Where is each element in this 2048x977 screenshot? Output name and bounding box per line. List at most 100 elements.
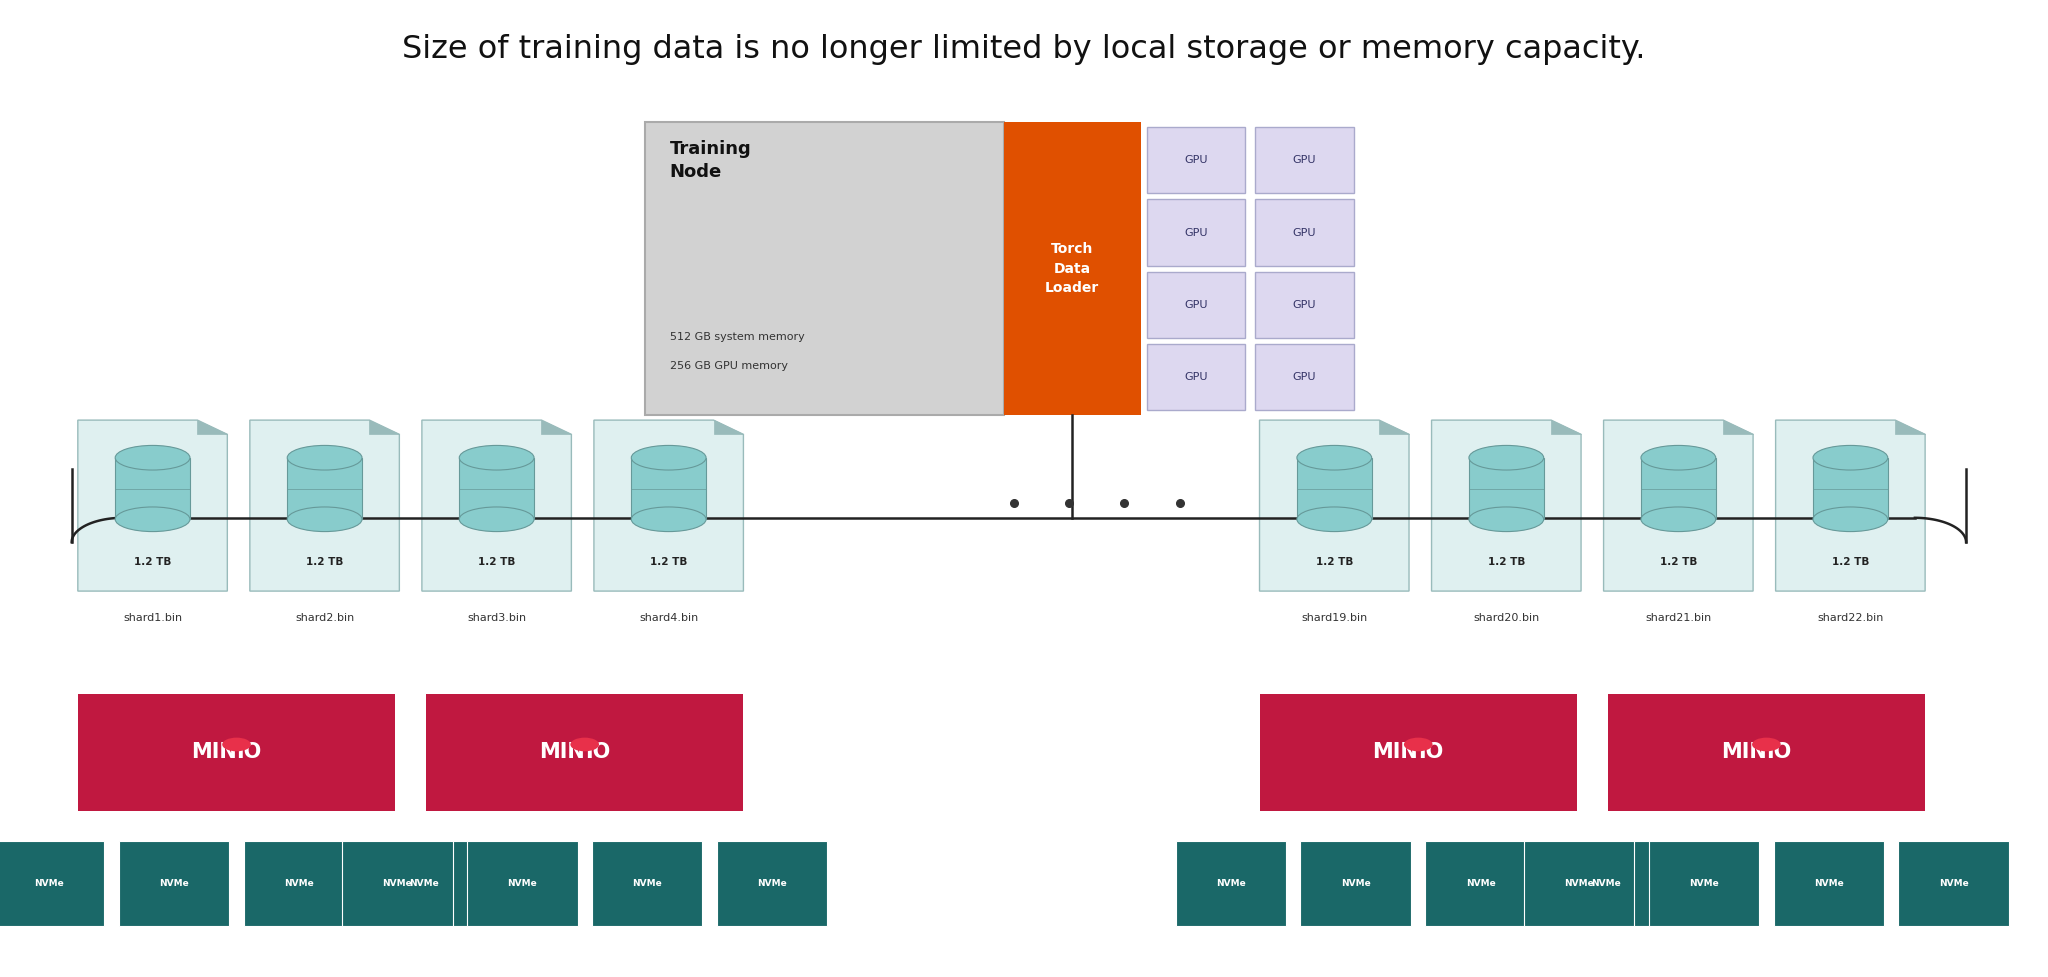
Ellipse shape xyxy=(287,446,362,470)
Bar xyxy=(1255,199,1354,266)
Ellipse shape xyxy=(287,507,362,531)
Text: NVMe: NVMe xyxy=(410,879,438,888)
Ellipse shape xyxy=(631,446,707,470)
Polygon shape xyxy=(197,420,227,435)
Bar xyxy=(115,457,190,520)
Text: 1.2 TB: 1.2 TB xyxy=(1831,557,1870,567)
Text: 1.2 TB: 1.2 TB xyxy=(649,557,688,567)
Bar xyxy=(459,457,535,520)
Text: NVMe: NVMe xyxy=(1939,879,1968,888)
Bar xyxy=(287,457,362,520)
Text: shard19.bin: shard19.bin xyxy=(1300,613,1368,622)
Polygon shape xyxy=(594,420,743,591)
Text: Training
Node: Training Node xyxy=(670,140,752,182)
Ellipse shape xyxy=(1812,507,1888,531)
Text: 1.2 TB: 1.2 TB xyxy=(477,557,516,567)
Text: NVMe: NVMe xyxy=(35,879,63,888)
Text: shard2.bin: shard2.bin xyxy=(295,613,354,622)
Text: shard22.bin: shard22.bin xyxy=(1817,613,1884,622)
Text: GPU: GPU xyxy=(1184,300,1208,310)
Circle shape xyxy=(1405,738,1434,751)
Bar xyxy=(1468,457,1544,520)
Polygon shape xyxy=(1550,420,1581,435)
Ellipse shape xyxy=(1468,507,1544,531)
Text: 1.2 TB: 1.2 TB xyxy=(1659,557,1698,567)
Ellipse shape xyxy=(115,446,190,470)
Ellipse shape xyxy=(459,507,535,531)
Text: shard4.bin: shard4.bin xyxy=(639,613,698,622)
Polygon shape xyxy=(1260,420,1409,591)
Polygon shape xyxy=(541,420,571,435)
Text: NVMe: NVMe xyxy=(1690,879,1718,888)
Text: IO: IO xyxy=(1765,743,1792,762)
Bar xyxy=(467,841,578,926)
Polygon shape xyxy=(1604,420,1753,591)
Circle shape xyxy=(1753,738,1782,751)
Bar xyxy=(645,122,1004,415)
Ellipse shape xyxy=(115,507,190,531)
Text: shard21.bin: shard21.bin xyxy=(1645,613,1712,622)
Polygon shape xyxy=(1722,420,1753,435)
Ellipse shape xyxy=(1640,507,1716,531)
Bar xyxy=(1255,127,1354,193)
Bar xyxy=(1255,272,1354,338)
Text: NVMe: NVMe xyxy=(1466,879,1495,888)
Text: shard3.bin: shard3.bin xyxy=(467,613,526,622)
Text: NVMe: NVMe xyxy=(1341,879,1370,888)
Circle shape xyxy=(569,738,598,751)
Text: NVMe: NVMe xyxy=(160,879,188,888)
Text: NVMe: NVMe xyxy=(633,879,662,888)
Bar xyxy=(369,841,479,926)
Ellipse shape xyxy=(459,446,535,470)
Bar xyxy=(426,694,743,811)
Text: IO: IO xyxy=(236,743,262,762)
Text: 512 GB system memory: 512 GB system memory xyxy=(670,332,805,342)
Text: NVMe: NVMe xyxy=(1591,879,1620,888)
Polygon shape xyxy=(78,420,227,591)
Text: NVMe: NVMe xyxy=(383,879,412,888)
Bar xyxy=(1425,841,1536,926)
Text: NVMe: NVMe xyxy=(285,879,313,888)
Bar xyxy=(244,841,354,926)
Bar xyxy=(1176,841,1286,926)
Text: IO: IO xyxy=(586,743,610,762)
Text: 256 GB GPU memory: 256 GB GPU memory xyxy=(670,361,788,371)
Bar xyxy=(717,841,827,926)
Bar xyxy=(1147,127,1245,193)
Text: Torch
Data
Loader: Torch Data Loader xyxy=(1044,242,1100,295)
Ellipse shape xyxy=(631,507,707,531)
Ellipse shape xyxy=(1296,446,1372,470)
Bar xyxy=(592,841,702,926)
Bar xyxy=(1147,272,1245,338)
Bar xyxy=(1147,344,1245,410)
Bar xyxy=(1296,457,1372,520)
Bar xyxy=(631,457,707,520)
Bar xyxy=(1812,457,1888,520)
Text: NVMe: NVMe xyxy=(1217,879,1245,888)
Bar xyxy=(1524,841,1634,926)
Text: NVMe: NVMe xyxy=(508,879,537,888)
Text: MIN: MIN xyxy=(1372,743,1417,762)
Text: IO: IO xyxy=(1417,743,1444,762)
Bar xyxy=(119,841,229,926)
Text: 1.2 TB: 1.2 TB xyxy=(1487,557,1526,567)
Bar xyxy=(1649,841,1759,926)
Polygon shape xyxy=(369,420,399,435)
Text: NVMe: NVMe xyxy=(1565,879,1593,888)
Polygon shape xyxy=(1776,420,1925,591)
Text: GPU: GPU xyxy=(1184,228,1208,237)
Ellipse shape xyxy=(1812,446,1888,470)
Polygon shape xyxy=(250,420,399,591)
Bar xyxy=(1774,841,1884,926)
Polygon shape xyxy=(1894,420,1925,435)
Text: Size of training data is no longer limited by local storage or memory capacity.: Size of training data is no longer limit… xyxy=(401,34,1647,65)
Text: 1.2 TB: 1.2 TB xyxy=(305,557,344,567)
Bar xyxy=(0,841,104,926)
Text: MIN: MIN xyxy=(1720,743,1765,762)
Ellipse shape xyxy=(1640,446,1716,470)
Bar xyxy=(1640,457,1716,520)
Text: 1.2 TB: 1.2 TB xyxy=(133,557,172,567)
Polygon shape xyxy=(422,420,571,591)
Bar xyxy=(342,841,453,926)
Text: NVMe: NVMe xyxy=(1815,879,1843,888)
